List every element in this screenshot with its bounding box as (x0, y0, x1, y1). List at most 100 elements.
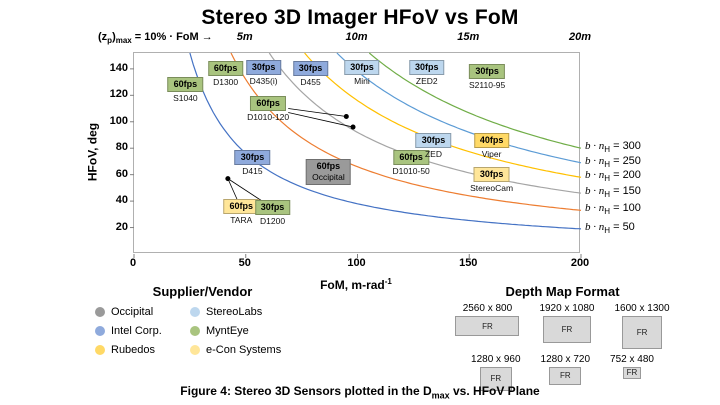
sensor-model-label: D1010-50 (392, 165, 430, 176)
data-point-dot (350, 124, 356, 130)
fps-badge: 30fps (344, 59, 380, 75)
legend-grid: Occipital StereoLabs Intel Corp. MyntEye Rub… (95, 306, 310, 356)
legend-item-StereoLabs: StereoLabs (190, 306, 308, 318)
top-distance-label: 10m (345, 31, 368, 43)
sensor-marker-D1010-50: 60fps D1010-50 (392, 149, 430, 176)
sensor-model-label: D1200 (260, 216, 286, 226)
y-tick-label: 120 (109, 88, 128, 101)
depth-format-box: FR (549, 366, 582, 385)
depth-format-item: 1600 x 1300 FR (615, 303, 670, 349)
y-tick-label: 100 (109, 114, 128, 127)
legend-title: Supplier/Vendor (152, 284, 253, 299)
fps-badge: 30fps (473, 166, 510, 182)
legend-item-label: StereoLabs (206, 306, 263, 318)
legend-item-MyntEye: MyntEye (190, 325, 308, 337)
depth-map-format-panel: Depth Map Format 2560 x 800 FR 1920 x 1080… (415, 284, 710, 396)
legend-item-Rubedos: Rubedos (95, 344, 190, 356)
legend-color-dot (95, 326, 105, 336)
fps-badge: 30fps (415, 132, 452, 148)
depth-format-label: 1280 x 960 (471, 353, 521, 365)
right-arrow-icon: → (201, 31, 213, 43)
sensor-model-label: Occipital (312, 172, 345, 182)
sensor-model-label: D415 (242, 165, 263, 176)
callout-line (288, 112, 354, 128)
depth-format-box: FR (455, 316, 520, 336)
sensor-marker-D455: 30fps D455 (292, 61, 329, 87)
legend-item-label: Occipital (111, 306, 154, 318)
sensor-model-label: ZED (424, 148, 442, 159)
legend-item-Intel Corp.: Intel Corp. (95, 325, 190, 337)
vendor-legend: Supplier/Vendor Occipital StereoLabs Intel… (95, 284, 310, 356)
sensor-marker-D415: 30fps D415 (234, 149, 271, 176)
fps-badge: 60fps (393, 149, 429, 165)
legend-color-dot (95, 345, 105, 355)
sensor-model-label: D1010-120 (247, 111, 290, 122)
fps-badge: 60fps (207, 61, 244, 77)
legend-color-dot (190, 345, 200, 355)
y-tick-label: 140 (109, 61, 128, 74)
depth-format-item: 752 x 480 FR (610, 354, 654, 379)
sensor-marker-TARA: 60fps TARA (223, 198, 260, 225)
fps-badge: 30fps (469, 63, 505, 79)
data-point-dot (343, 113, 349, 119)
sensor-model-label: D1300 (213, 77, 239, 88)
fps-badge: 60fps Occipital (306, 159, 351, 185)
fps-badge: 30fps (409, 59, 445, 75)
fps-badge: 40fps (473, 132, 510, 148)
legend-item-label: Rubedos (111, 344, 156, 356)
legend-color-dot (190, 326, 200, 336)
sensor-model-label: StereoCam (470, 182, 514, 193)
x-tick-label: 50 (238, 257, 251, 269)
fom-curve-250 (336, 52, 582, 164)
sensor-model-label: D435(i) (249, 75, 278, 86)
depth-format-row: 2560 x 800 FR 1920 x 1080 FR 1600 x 1300 FR (415, 303, 710, 349)
chart-title: Stereo 3D Imager HFoV vs FoM (201, 6, 519, 29)
fps-badge: 60fps (223, 198, 260, 214)
y-tick-label: 20 (115, 220, 128, 233)
sensor-model-label: Viper (481, 148, 502, 159)
curve-label-50: b · nH = 50 (585, 220, 635, 236)
depth-format-item: 1920 x 1080 FR (539, 303, 595, 343)
fom-curve-300 (368, 52, 582, 149)
sensor-marker-D1010-120: 60fps D1010-120 (247, 95, 290, 122)
sensor-marker-Mini: 30fps Mini (344, 59, 380, 86)
depth-format-label: 752 x 480 (610, 353, 654, 365)
sensor-model-label: S2110-95 (469, 79, 506, 90)
depth-format-box: FR (542, 316, 591, 343)
depth-format-label: 1280 x 720 (540, 353, 591, 365)
depth-format-box: FR (622, 316, 663, 349)
sensor-marker-ZED: 30fps ZED (415, 132, 452, 159)
depth-format-box: FR (479, 366, 512, 391)
sensor-marker-ZED2: 30fps ZED2 (409, 59, 445, 86)
legend-item-label: MyntEye (206, 325, 249, 337)
curve-label-200: b · nH = 200 (585, 169, 641, 184)
y-tick-label: 80 (115, 141, 128, 154)
fps-badge: 60fps (167, 77, 204, 93)
depth-format-label: 1920 x 1080 (539, 303, 595, 314)
curve-label-250: b · nH = 250 (585, 154, 641, 169)
legend-item-label: e-Con Systems (206, 344, 282, 356)
fps-badge: 30fps (245, 59, 282, 75)
depth-format-item: 2560 x 800 FR (455, 303, 520, 336)
top-distance-label: 20m (568, 31, 592, 43)
sensor-marker-D1300: 60fps D1300 (207, 61, 244, 88)
legend-item-e-Con Systems: e-Con Systems (190, 344, 308, 356)
depth-format-item: 1280 x 720 FR (540, 353, 591, 385)
legend-item-label: Intel Corp. (111, 325, 162, 337)
depth-format-box: FR (622, 366, 642, 379)
sensor-marker-D1200: 30fps D1200 (254, 200, 291, 226)
curve-label-300: b · nH = 300 (585, 140, 641, 155)
sensor-marker-S2110-95: 30fps S2110-95 (469, 63, 506, 90)
depth-format-item: 1280 x 960 FR (471, 354, 521, 391)
depth-format-row: 1280 x 960 FR 1280 x 720 FR 752 x 480 FR (415, 354, 710, 391)
sensor-marker-S1040: 60fps S1040 (167, 77, 204, 104)
y-tick-label: 40 (115, 194, 128, 207)
x-tick-label: 0 (129, 257, 137, 269)
x-axis-label: FoM, m-rad-1 (320, 277, 392, 292)
y-tick-label: 60 (115, 167, 128, 180)
sensor-model-label: S1040 (173, 93, 198, 104)
legend-color-dot (95, 307, 105, 317)
x-tick-label: 200 (570, 257, 590, 269)
legend-color-dot (190, 307, 200, 317)
